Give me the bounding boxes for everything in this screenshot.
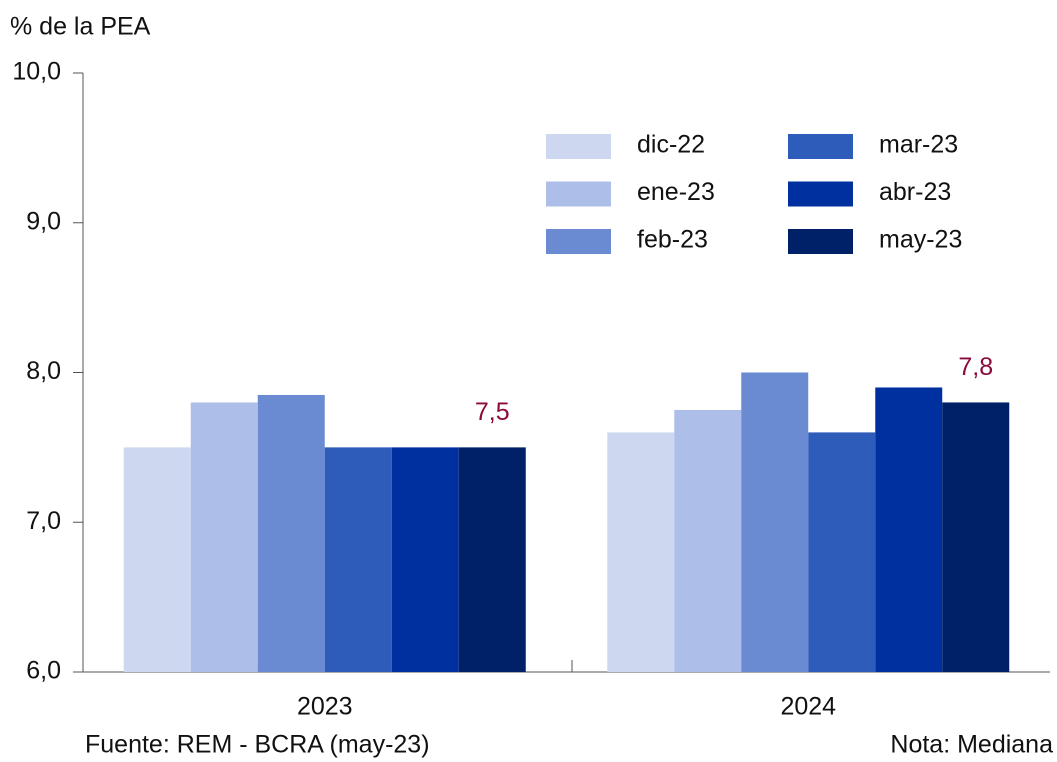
bar: [324, 447, 392, 672]
bar: [190, 402, 258, 672]
value-label: 7,5: [475, 398, 510, 426]
y-axis-label: % de la PEA: [10, 13, 151, 41]
bar: [808, 432, 876, 672]
bar: [458, 447, 526, 672]
legend-swatch: [788, 134, 853, 159]
legend-swatch: [788, 181, 853, 207]
bar: [391, 447, 459, 672]
value-label: 7,8: [958, 353, 993, 381]
legend-label: feb-23: [637, 226, 708, 254]
legend-swatch: [788, 229, 853, 254]
y-tick-label: 10,0: [12, 58, 61, 86]
bar: [257, 394, 325, 672]
bar: [875, 387, 943, 672]
bar: [674, 409, 742, 672]
x-tick-label: 2024: [780, 693, 836, 721]
legend-label: abr-23: [879, 178, 951, 206]
legend-swatch: [546, 229, 611, 254]
legend-label: mar-23: [879, 131, 958, 159]
legend-swatch: [546, 134, 611, 159]
bar: [607, 432, 675, 672]
bar: [942, 402, 1010, 672]
source: Fuente: REM - BCRA (may-23): [85, 731, 430, 759]
legend-label: may-23: [879, 226, 962, 254]
y-tick-label: 9,0: [26, 207, 61, 235]
y-tick-label: 6,0: [26, 657, 61, 685]
legend-swatch: [546, 181, 611, 207]
note: Nota: Mediana: [890, 731, 1053, 759]
legend-label: dic-22: [637, 131, 705, 159]
x-tick-label: 2023: [297, 693, 353, 721]
y-tick-label: 8,0: [26, 357, 61, 385]
bar: [123, 447, 191, 672]
y-tick-label: 7,0: [26, 507, 61, 535]
legend-label: ene-23: [637, 178, 715, 206]
bar: [741, 372, 809, 672]
